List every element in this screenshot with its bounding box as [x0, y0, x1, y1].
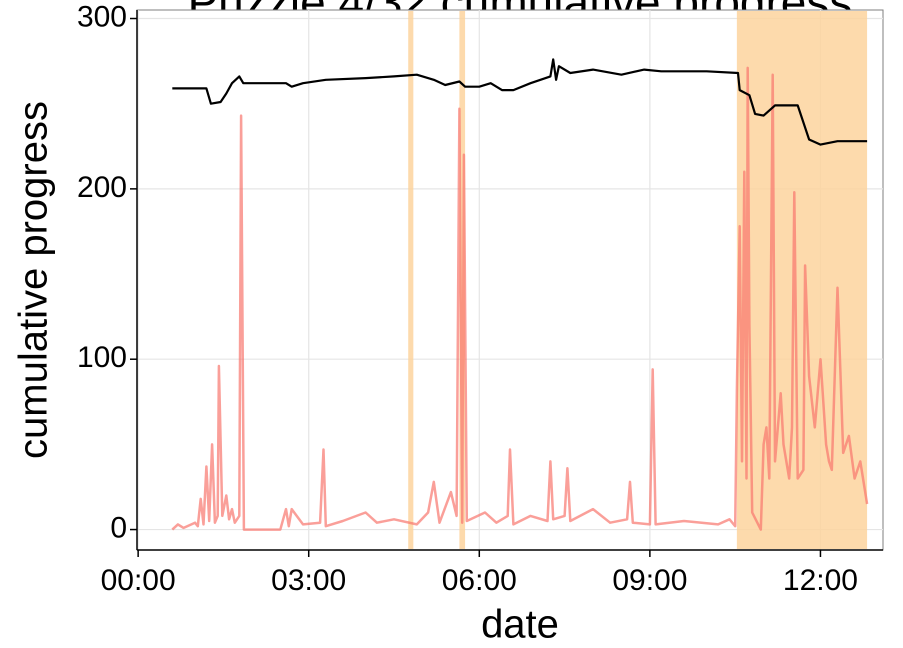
y-axis-label: cumulative progress	[12, 101, 56, 459]
x-tick-label: 12:00	[783, 564, 858, 597]
x-axis-label: date	[481, 603, 559, 647]
highlight-region	[408, 11, 414, 549]
y-tick-label: 300	[77, 0, 127, 33]
x-tick-label: 03:00	[271, 564, 346, 597]
x-tick-label: 09:00	[612, 564, 687, 597]
y-tick-label: 0	[110, 511, 127, 544]
y-tick-label: 100	[77, 341, 127, 374]
highlight-region	[736, 11, 868, 549]
series-line	[172, 58, 868, 146]
series-line	[171, 66, 869, 531]
x-tick-label: 00:00	[101, 564, 176, 597]
x-tick-label: 06:00	[442, 564, 517, 597]
y-tick-label: 200	[77, 171, 127, 204]
